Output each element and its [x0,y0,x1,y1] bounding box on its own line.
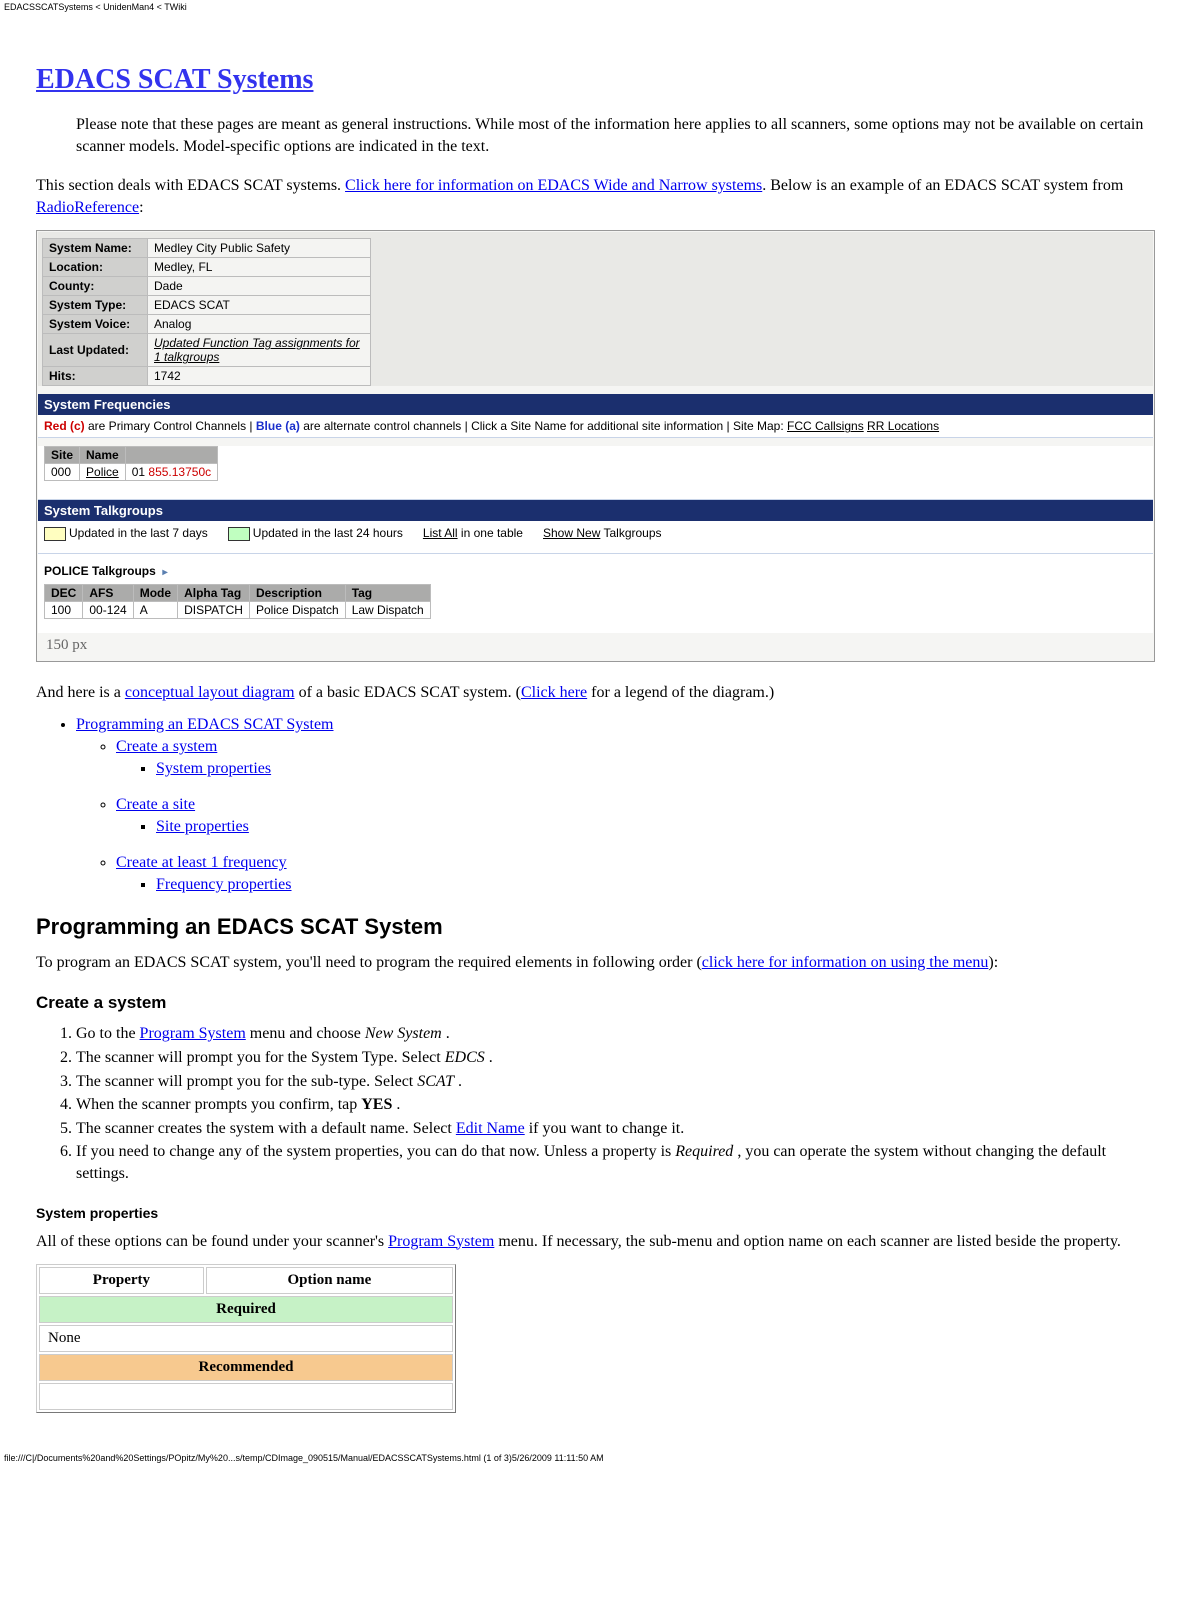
tg-col-tag: Tag [345,585,430,602]
system-talkgroups-bar: System Talkgroups [38,500,1153,521]
expand-icon[interactable]: ▸ [162,567,167,578]
police-talkgroups-header: POLICE Talkgroups ▸ [38,554,1153,584]
prop-col-optionname: Option name [206,1267,453,1294]
show-new-link[interactable]: Show New [543,526,600,540]
table-row: Last Updated:Updated Function Tag assign… [43,334,371,367]
legend-blue: Blue (a) [256,419,300,433]
property-table: Property Option name Required None Recom… [36,1264,456,1413]
system-frequencies-bar: System Frequencies [38,394,1153,415]
sysinfo-value: Analog [148,315,371,334]
image-caption: 150 px [38,633,1153,660]
programming-heading: Programming an EDACS SCAT System [36,914,1155,940]
create-system-heading: Create a system [36,993,1155,1013]
tg-legend: Updated in the last 7 days Updated in th… [38,521,1153,554]
swatch-7days-icon [44,527,66,541]
tg-col-alpha: Alpha Tag [178,585,250,602]
sysinfo-label: System Type: [43,296,148,315]
intro-text-3: : [139,199,143,216]
intro-text-2: . Below is an example of an EDACS SCAT s… [762,177,1123,194]
step-3: The scanner will prompt you for the sub-… [76,1071,1155,1093]
table-row: System Name:Medley City Public Safety [43,239,371,258]
step-5: The scanner creates the system with a de… [76,1118,1155,1140]
page-footer: file:///C|/Documents%20and%20Settings/PO… [0,1413,1191,1469]
rr-locations-link[interactable]: RR Locations [867,419,939,433]
empty-row [39,1383,453,1410]
sysinfo-value: Medley City Public Safety [148,239,371,258]
table-row: Hits:1742 [43,367,371,386]
system-properties-heading: System properties [36,1205,1155,1221]
recommended-row: Recommended [39,1354,453,1381]
intro-note: Please note that these pages are meant a… [76,114,1155,157]
edit-name-link[interactable]: Edit Name [456,1120,525,1137]
sysinfo-value: EDACS SCAT [148,296,371,315]
sysinfo-value: Dade [148,277,371,296]
edacs-wide-narrow-link[interactable]: Click here for information on EDACS Wide… [345,177,762,194]
page-title-link[interactable]: EDACS SCAT Systems [36,64,313,95]
sysinfo-value: Updated Function Tag assignments for 1 t… [148,334,371,367]
site-cell-site: 000 [45,464,80,481]
sysinfo-label: Location: [43,258,148,277]
step-6: If you need to change any of the system … [76,1141,1155,1184]
conceptual-diagram-link[interactable]: conceptual layout diagram [125,684,295,701]
step-2: The scanner will prompt you for the Syst… [76,1047,1155,1069]
talkgroup-table: DEC AFS Mode Alpha Tag Description Tag 1… [44,584,431,619]
toc-programming[interactable]: Programming an EDACS SCAT System [76,716,334,733]
page-title: EDACS SCAT Systems [36,64,1155,96]
create-system-steps: Go to the Program System menu and choose… [36,1023,1155,1184]
intro-paragraph: This section deals with EDACS SCAT syste… [36,175,1155,218]
none-row: None [39,1325,453,1352]
legend-red: Red (c) [44,419,85,433]
site-col-freq [125,447,217,464]
table-of-contents: Programming an EDACS SCAT System Create … [36,716,1155,894]
table-row: System Voice:Analog [43,315,371,334]
intro-text-1: This section deals with EDACS SCAT syste… [36,177,345,194]
table-row: 000 Police 01 855.13750c [45,464,218,481]
table-row: 100 00-124 A DISPATCH Police Dispatch La… [45,602,431,619]
system-properties-intro: All of these options can be found under … [36,1231,1155,1253]
toc-system-properties[interactable]: System properties [156,760,271,777]
radioreference-link[interactable]: RadioReference [36,199,139,216]
programming-intro: To program an EDACS SCAT system, you'll … [36,952,1155,974]
site-cell-name[interactable]: Police [80,464,126,481]
sysinfo-label: Hits: [43,367,148,386]
tg-col-desc: Description [249,585,345,602]
program-system-link[interactable]: Program System [140,1025,246,1042]
menu-info-link[interactable]: click here for information on using the … [702,954,989,971]
table-row: Location:Medley, FL [43,258,371,277]
toc-frequency-properties[interactable]: Frequency properties [156,876,292,893]
prop-col-property: Property [39,1267,204,1294]
sysinfo-label: System Voice: [43,315,148,334]
toc-create-system[interactable]: Create a system [116,738,217,755]
rr-screenshot-container: System Name:Medley City Public Safety Lo… [36,230,1155,662]
tg-col-mode: Mode [133,585,177,602]
list-all-link[interactable]: List All [423,526,458,540]
site-table: Site Name 000 Police 01 855.13750c [44,446,218,481]
tg-col-afs: AFS [83,585,133,602]
toc-create-site[interactable]: Create a site [116,796,195,813]
sysinfo-label: County: [43,277,148,296]
site-col-name: Name [80,447,126,464]
fcc-callsigns-link[interactable]: FCC Callsigns [787,419,864,433]
program-system-link-2[interactable]: Program System [388,1233,494,1250]
site-col-site: Site [45,447,80,464]
sysinfo-value: 1742 [148,367,371,386]
diagram-paragraph: And here is a conceptual layout diagram … [36,682,1155,704]
sysinfo-label: System Name: [43,239,148,258]
system-info-table: System Name:Medley City Public Safety Lo… [42,238,371,386]
table-row: System Type:EDACS SCAT [43,296,371,315]
breadcrumb-header: EDACSSCATSystems < UnidenMan4 < TWiki [0,0,1191,14]
site-cell-freq: 01 855.13750c [125,464,217,481]
step-4: When the scanner prompts you confirm, ta… [76,1094,1155,1116]
freq-legend: Red (c) are Primary Control Channels | B… [38,415,1153,438]
step-1: Go to the Program System menu and choose… [76,1023,1155,1045]
legend-link[interactable]: Click here [521,684,587,701]
swatch-24hrs-icon [228,527,250,541]
tg-col-dec: DEC [45,585,83,602]
sysinfo-label: Last Updated: [43,334,148,367]
table-row: County:Dade [43,277,371,296]
toc-site-properties[interactable]: Site properties [156,818,249,835]
required-row: Required [39,1296,453,1323]
toc-create-frequency[interactable]: Create at least 1 frequency [116,854,287,871]
sysinfo-value: Medley, FL [148,258,371,277]
